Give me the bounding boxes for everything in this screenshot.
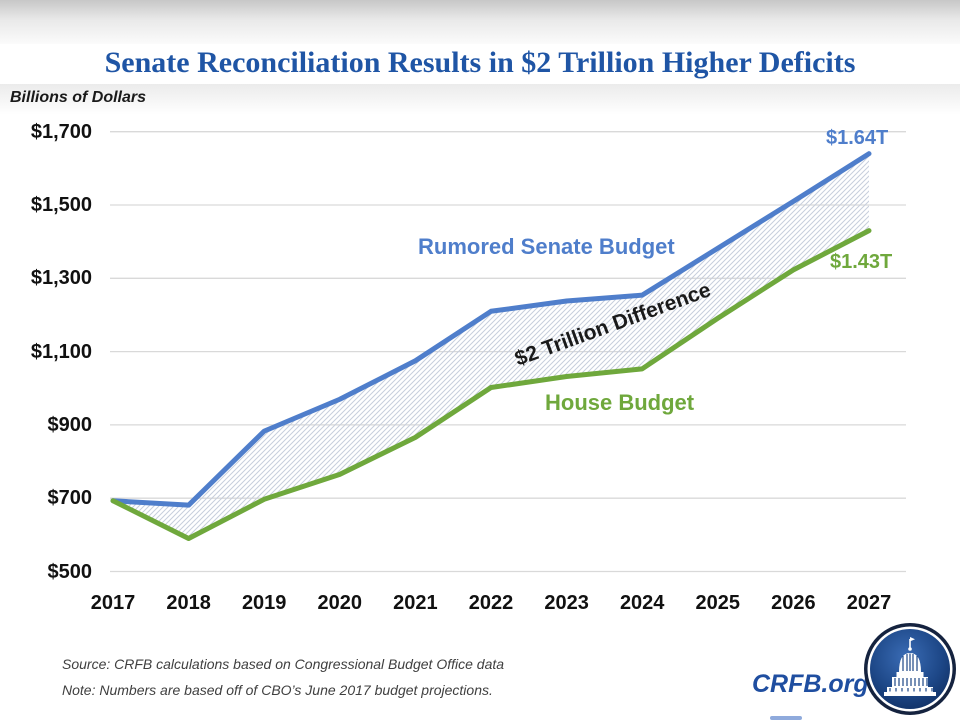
x-tick-label: 2021 (393, 592, 438, 614)
x-tick-label: 2025 (695, 592, 741, 614)
house-series-label: House Budget (545, 390, 695, 415)
x-tick-label: 2017 (90, 592, 136, 614)
y-tick-label: $1,300 (30, 267, 92, 290)
senate-budget-line (110, 151, 872, 508)
y-tick-label: $1,700 (30, 120, 92, 143)
x-tick-label: 2026 (771, 592, 816, 614)
x-tick-label: 2019 (241, 592, 287, 614)
page-title: Senate Reconciliation Results in $2 Tril… (104, 46, 856, 79)
house-end-value-label: $1.43T (830, 251, 893, 273)
bottom-accent-notch (770, 716, 802, 720)
y-tick-label: $700 (47, 487, 93, 510)
crfb-capitol-logo-icon (864, 623, 956, 715)
x-tick-label: 2018 (166, 592, 211, 614)
house-budget-line (110, 228, 872, 542)
projection-note: Note: Numbers are based off of CBO’s Jun… (62, 682, 493, 698)
subtitle-gradient-band (0, 84, 960, 118)
x-tick-label: 2022 (468, 592, 514, 614)
senate-end-value-label: $1.64T (826, 127, 889, 149)
source-note: Source: CRFB calculations based on Congr… (62, 656, 505, 672)
crfb-brand-text: CRFB.org (752, 670, 869, 698)
x-tick-label: 2027 (846, 592, 892, 614)
x-tick-label: 2020 (317, 592, 363, 614)
y-tick-label: $900 (47, 413, 93, 436)
x-tick-label: 2024 (619, 592, 665, 614)
top-gradient-band (0, 0, 960, 44)
senate-series-label: Rumored Senate Budget (418, 234, 675, 259)
y-tick-label: $1,500 (30, 194, 92, 216)
y-axis-title: Billions of Dollars (10, 89, 147, 106)
y-tick-label: $500 (47, 560, 93, 583)
difference-hatched-area (113, 153, 869, 539)
x-tick-label: 2023 (544, 592, 589, 614)
y-tick-label: $1,100 (30, 340, 92, 363)
